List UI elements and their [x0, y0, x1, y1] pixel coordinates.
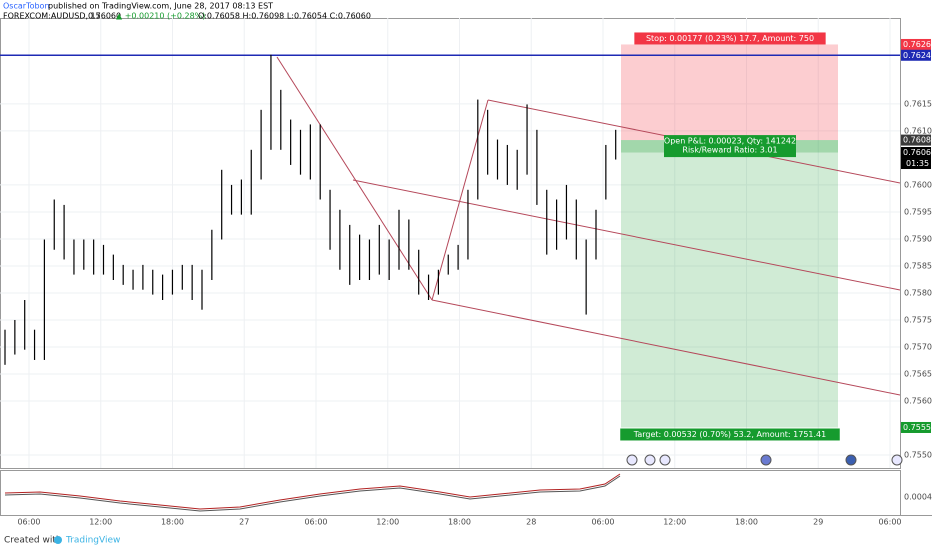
change: ▲ +0.00210 (+0.28%) — [116, 12, 205, 21]
event-icon — [644, 454, 656, 466]
footer-brand[interactable]: TradingView — [65, 536, 120, 546]
x-tick-label: 06:00 — [17, 518, 40, 527]
x-tick-label: 27 — [239, 518, 249, 527]
x-tick-label: 12:00 — [663, 518, 686, 527]
ohlc: O:0.76058 H:0.76098 L:0.76054 C:0.76060 — [198, 12, 371, 21]
x-tick-label: 28 — [526, 518, 536, 527]
plot-frame — [0, 18, 901, 469]
author[interactable]: OscarTobon — [3, 2, 50, 11]
published: published on TradingView.com, June 28, 2… — [48, 2, 273, 11]
stop-zone — [621, 44, 838, 141]
trend-line — [431, 99, 489, 301]
events — [626, 454, 903, 466]
price-tag-label: 0.76060 — [903, 148, 932, 157]
label: Open P&L: 0.00023, Qty: 141242 — [664, 137, 796, 146]
countdown: 01:35 — [906, 159, 929, 168]
countdown-box — [901, 158, 931, 170]
x-tick-label: 18:00 — [735, 518, 758, 527]
x-tick-label: 06:00 — [878, 518, 901, 527]
x-tick-label: 18:00 — [448, 518, 471, 527]
x-tick-label: 29 — [813, 518, 823, 527]
trend-line — [276, 56, 433, 301]
price-tag-label: 0.75551 — [903, 423, 932, 432]
osc-signal — [4, 475, 621, 512]
event-icon — [760, 454, 772, 466]
channel-line — [431, 299, 901, 396]
label: Target: 0.00532 (0.70%) 53.2, Amount: 17… — [633, 430, 826, 439]
label-box — [664, 135, 796, 158]
x-tick-label: 12:00 — [376, 518, 399, 527]
event-icon — [845, 454, 857, 466]
footer-created: Created with — [4, 536, 62, 546]
osc-line — [4, 473, 621, 510]
x-tick-label: 06:00 — [304, 518, 327, 527]
symbol: FOREXCOM:AUDUSD, 15 — [3, 12, 101, 21]
channel-line — [352, 179, 901, 291]
price-tag — [901, 421, 931, 433]
label: Stop: 0.00177 (0.23%) 17.7, Amount: 750 — [646, 34, 814, 43]
price-tag — [901, 134, 931, 146]
event-icon — [659, 454, 671, 466]
label-box — [634, 32, 826, 45]
last-price: 0.76060 — [88, 12, 121, 21]
x-tick-label: 18:00 — [161, 518, 184, 527]
label-box — [620, 428, 840, 441]
x-tick-label: 12:00 — [89, 518, 112, 527]
osc-label: 0.0004 — [904, 493, 932, 502]
price-tag-label: 0.76083 — [903, 136, 932, 145]
label: Risk/Reward Ratio: 3.01 — [682, 146, 777, 155]
event-icon — [891, 454, 903, 466]
x-tick-label: 06:00 — [591, 518, 614, 527]
logo — [54, 536, 62, 544]
price-tag — [901, 147, 931, 159]
oscillator — [4, 473, 621, 512]
target-zone — [621, 140, 838, 428]
event-icon — [626, 454, 638, 466]
price-tag — [901, 49, 931, 61]
price-tag — [901, 38, 931, 50]
